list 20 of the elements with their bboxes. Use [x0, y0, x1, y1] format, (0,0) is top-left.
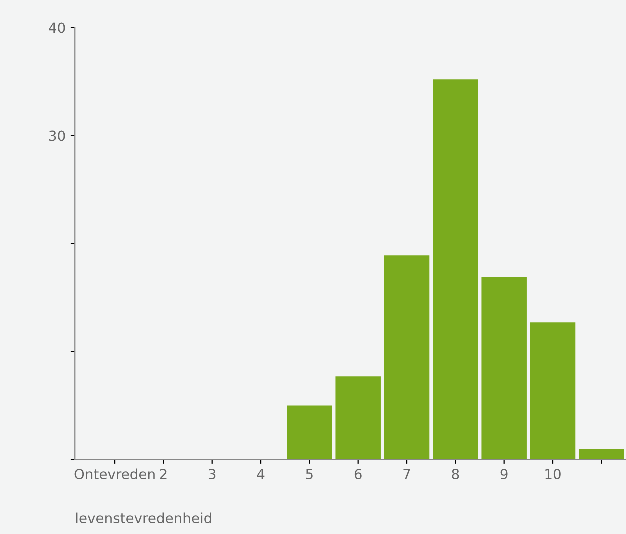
x-tick-label: 5: [306, 469, 313, 480]
bar: [482, 277, 527, 460]
x-axis-title: levenstevredenheid: [76, 512, 212, 524]
bar: [287, 406, 332, 460]
x-tick-label: 10: [546, 469, 561, 480]
bar: [336, 376, 381, 460]
x-tick-label: 9: [500, 469, 508, 480]
y-tick-label: 40: [49, 22, 66, 34]
y-tick-label: 30: [49, 130, 66, 142]
bar: [530, 322, 576, 460]
bar: [579, 448, 624, 460]
x-tick-label: 7: [404, 469, 410, 480]
x-tick-label: 8: [452, 469, 460, 480]
x-tick-label: 3: [208, 469, 216, 480]
bar: [433, 80, 478, 460]
x-tick-label: Ontevreden: [74, 468, 155, 480]
x-tick-label: 2: [160, 469, 167, 480]
x-tick-label: 6: [354, 469, 362, 480]
x-tick-label: 4: [257, 469, 265, 480]
bar: [384, 256, 430, 460]
